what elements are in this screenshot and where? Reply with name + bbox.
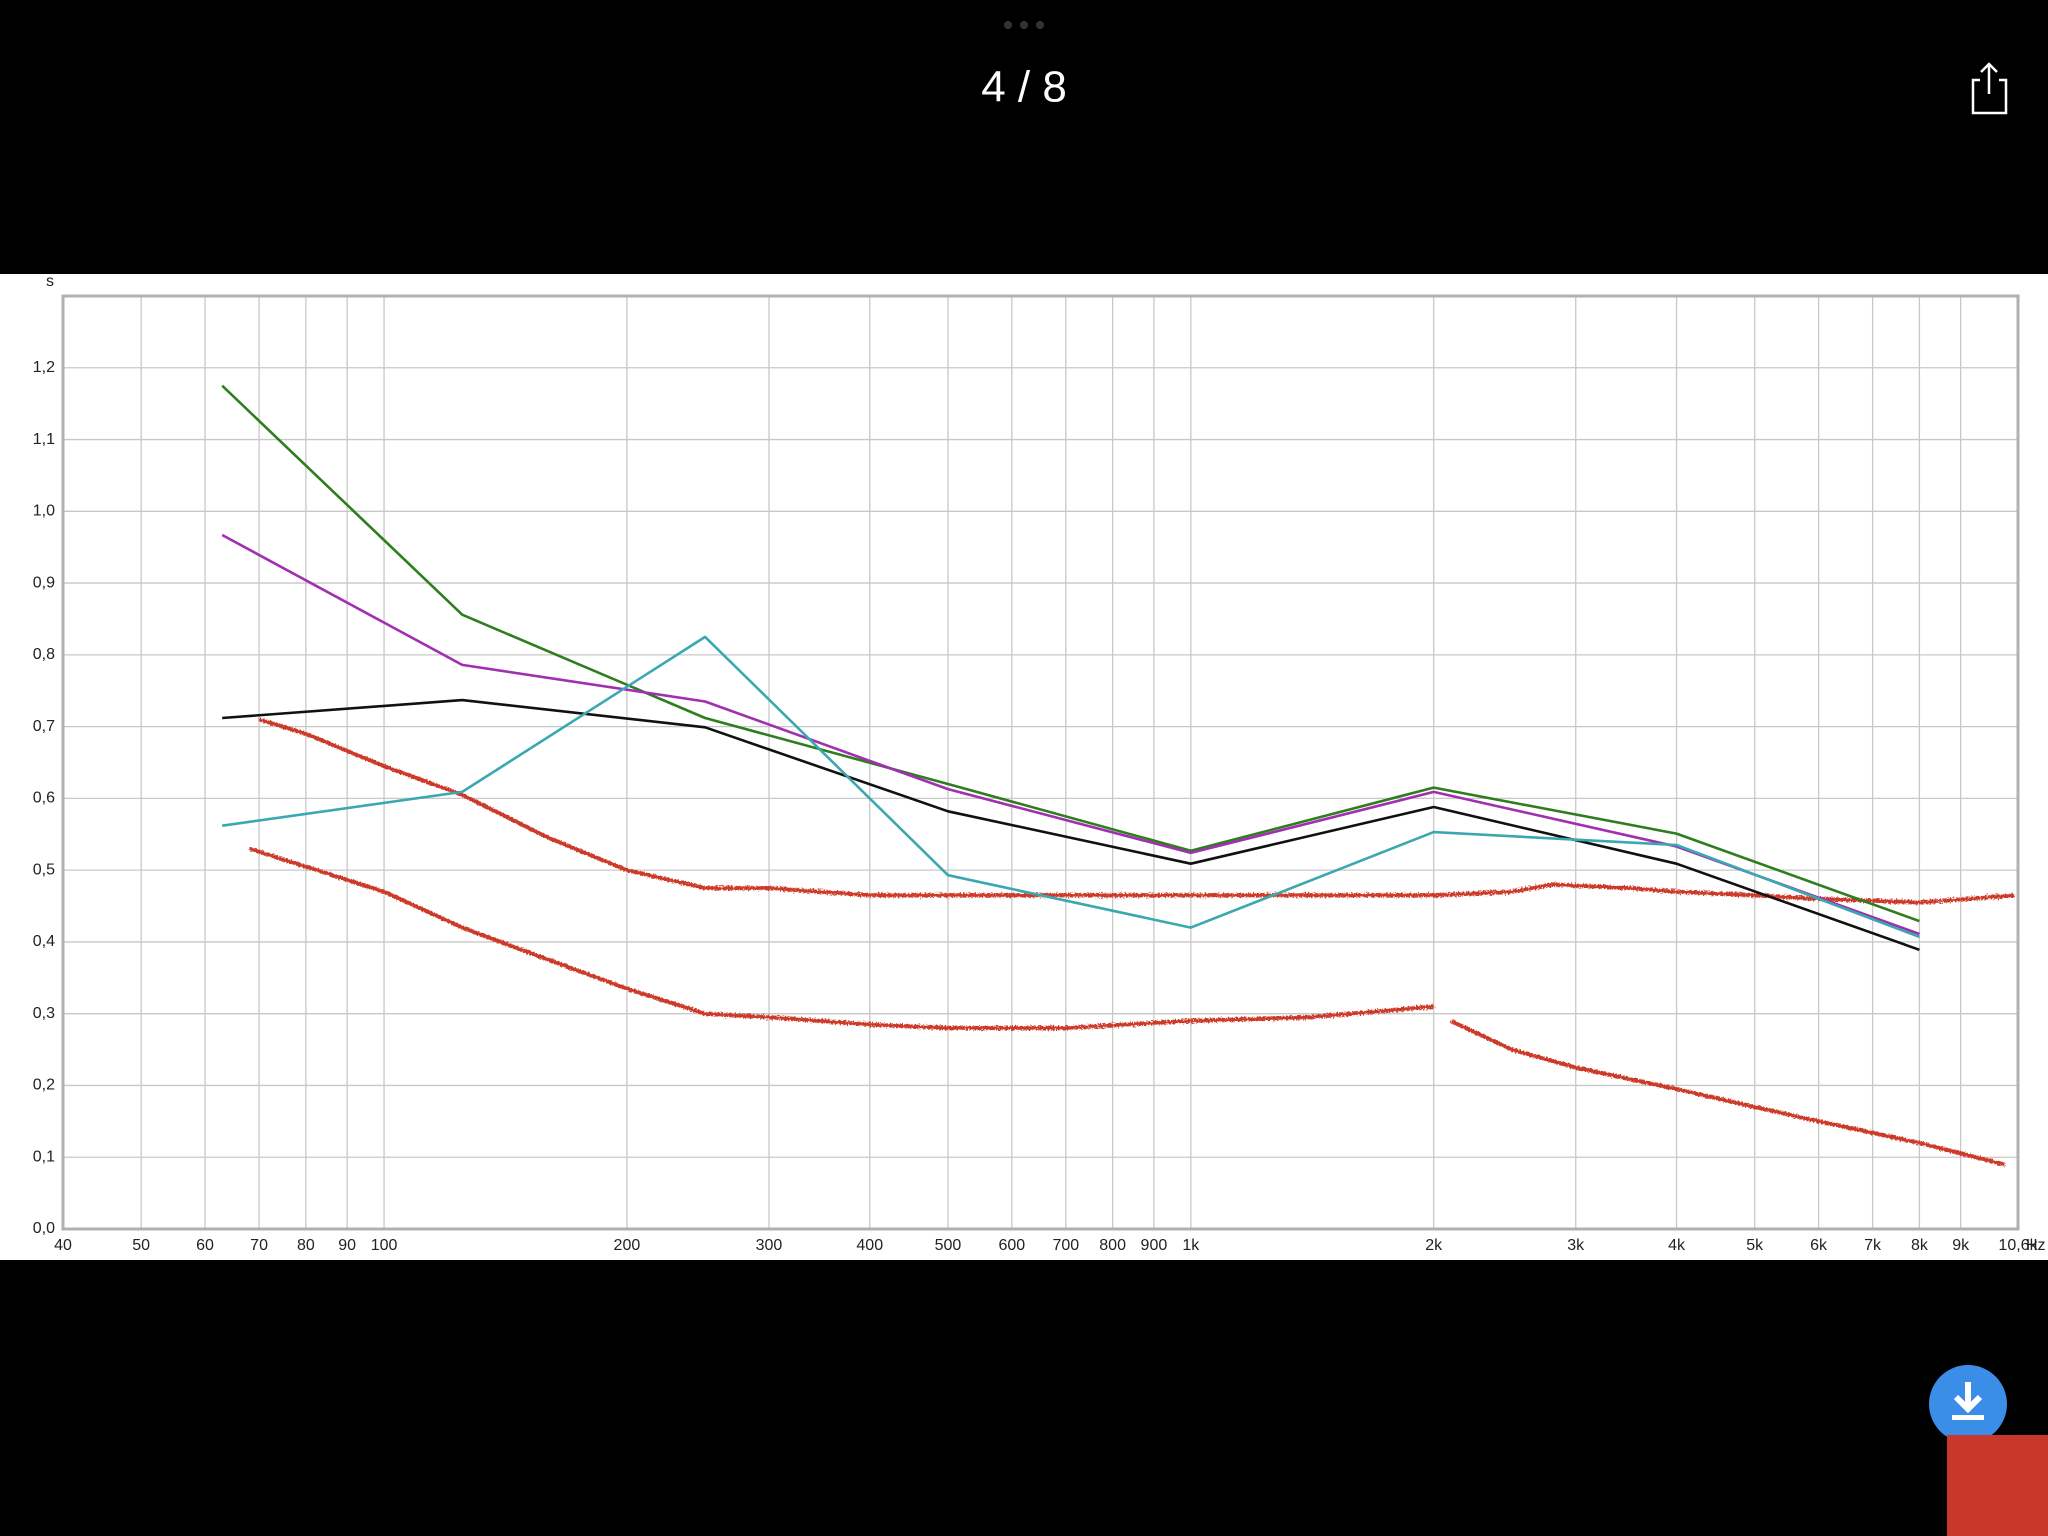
- chart: 0,0 0,1 0,2 0,3 0,4 0,5 0,6 0,7 0,8 0,9 1,0 1,1 1,2 4…: [33, 273, 2046, 1254]
- y-tick-label: 0,7: [33, 718, 55, 735]
- share-button[interactable]: [1971, 62, 2008, 115]
- y-tick-label: 0,9: [33, 574, 55, 591]
- x-tick-label: 8k: [1911, 1237, 1929, 1254]
- x-tick-label: 50: [132, 1237, 150, 1254]
- plot-frame: [61, 294, 2020, 1231]
- series-line: [258, 717, 2015, 905]
- y-tick-label: 0,8: [33, 646, 55, 663]
- y-tick-label: 0,3: [33, 1005, 55, 1022]
- y-tick-label: 0,1: [33, 1148, 55, 1165]
- corner-badge: [1947, 1435, 2048, 1536]
- y-tick-label: 0,0: [33, 1220, 55, 1237]
- x-tick-label: 800: [1099, 1237, 1126, 1254]
- series-line: [248, 846, 2005, 1167]
- x-tick-label: 80: [297, 1237, 315, 1254]
- x-tick-label: 40: [54, 1237, 72, 1254]
- series-line: [221, 384, 1920, 923]
- x-tick-label: 70: [250, 1237, 268, 1254]
- x-tick-label: 400: [856, 1237, 883, 1254]
- series-line: [221, 533, 1920, 936]
- chart-image: [0, 274, 2048, 1260]
- x-tick-label: 90: [338, 1237, 356, 1254]
- x-tick-label: 2k: [1425, 1237, 1443, 1254]
- y-tick-label: 1,2: [33, 359, 55, 376]
- x-tick-label: 7k: [1864, 1237, 1882, 1254]
- x-tick-label: 3k: [1567, 1237, 1585, 1254]
- y-tick-label: 0,2: [33, 1077, 55, 1094]
- series-line: [222, 698, 1920, 952]
- y-tick-label: 1,0: [33, 503, 55, 520]
- download-button[interactable]: [1929, 1365, 2007, 1443]
- x-tick-label: 100: [371, 1237, 398, 1254]
- x-tick-label: 4k: [1668, 1237, 1686, 1254]
- y-tick-label: 1,1: [33, 431, 55, 448]
- x-tick-label: 6k: [1810, 1237, 1828, 1254]
- x-tick-label: 600: [998, 1237, 1025, 1254]
- x-unit: Hz: [2026, 1237, 2046, 1254]
- x-tick-label: 900: [1141, 1237, 1168, 1254]
- y-tick-label: 0,6: [33, 790, 55, 807]
- y-tick-label: 0,5: [33, 861, 55, 878]
- x-tick-label: 60: [196, 1237, 214, 1254]
- y-tick-label: 0,4: [33, 933, 55, 950]
- y-unit: s: [46, 273, 54, 290]
- page-dots: [1004, 21, 1044, 29]
- series-line: [222, 635, 1920, 939]
- x-tick-label: 700: [1052, 1237, 1079, 1254]
- x-tick-label: 1k: [1182, 1237, 1200, 1254]
- x-tick-label: 500: [935, 1237, 962, 1254]
- x-tick-label: 9k: [1952, 1237, 1970, 1254]
- x-tick-label: 5k: [1746, 1237, 1764, 1254]
- page-counter: 4 / 8: [981, 63, 1067, 112]
- x-tick-label: 300: [756, 1237, 783, 1254]
- x-tick-label: 10,6k: [1998, 1237, 2038, 1254]
- x-tick-label: 200: [614, 1237, 641, 1254]
